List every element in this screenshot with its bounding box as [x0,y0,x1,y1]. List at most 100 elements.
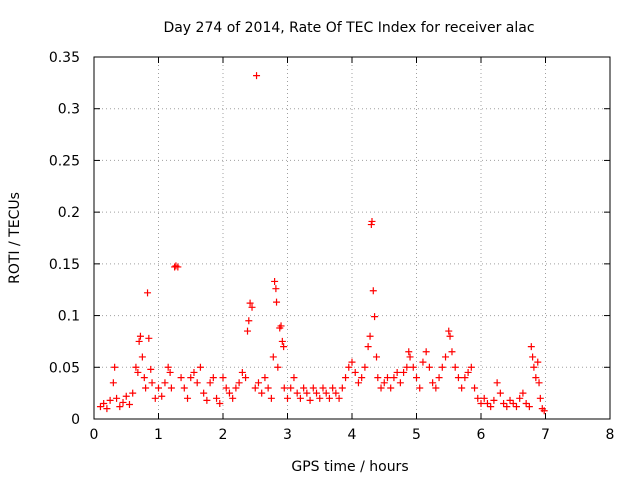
data-point [335,394,343,402]
data-point [368,217,376,225]
data-point [413,374,420,382]
data-point [313,389,321,397]
data-point [225,389,233,397]
data-point [342,374,350,382]
data-point [503,403,511,411]
data-point [300,384,308,392]
data-point [458,384,466,392]
data-point [306,396,314,404]
x-axis-label: GPS time / hours [291,459,408,475]
data-point [151,394,159,402]
data-point [373,353,381,361]
data-point [164,363,172,371]
data-point [232,384,240,392]
data-point [429,379,437,387]
y-tick-label: 0 [71,412,80,428]
data-point [487,403,495,411]
data-point [454,374,462,382]
data-point [129,389,137,397]
data-point [271,277,279,285]
data-point [530,363,538,371]
data-point [438,363,446,371]
data-point [142,384,150,392]
data-point [96,403,104,411]
data-point [367,221,375,229]
data-point [293,389,301,397]
data-point [148,379,156,387]
data-point [174,263,182,271]
y-tick-label: 0.35 [49,50,80,66]
axis-ticks [93,56,611,420]
data-point [329,384,337,392]
data-point [403,363,411,371]
data-point [158,392,166,400]
data-point [272,285,280,293]
data-point [196,363,204,371]
data-point [419,358,427,366]
data-point [193,379,201,387]
data-point [464,368,472,376]
data-point [406,353,414,361]
data-point [222,384,230,392]
data-point [483,399,491,407]
data-point [387,384,395,392]
data-point [519,389,527,397]
data-point [354,379,362,387]
data-point [132,363,140,371]
data-point [278,337,286,345]
x-tick-label: 1 [154,427,163,443]
data-point [103,405,111,413]
data-point [383,374,391,382]
data-point [277,322,285,330]
data-point [451,363,459,371]
data-point [206,379,214,387]
data-point [147,365,155,373]
data-point [269,353,277,361]
data-point [125,401,133,409]
x-tick-label: 0 [90,427,99,443]
data-point [216,399,224,407]
data-point [274,363,282,371]
data-point [522,399,530,407]
x-tick-label: 5 [412,427,421,443]
data-point [325,394,333,402]
data-point [369,287,377,295]
chart-title: Day 274 of 2014, Rate Of TEC Index for r… [163,20,534,36]
data-point [261,374,269,382]
y-tick-label: 0.25 [49,153,80,169]
data-point [111,363,119,371]
data-point [405,348,413,356]
data-point [280,343,288,351]
x-tick-label: 4 [348,427,357,443]
x-tick-label: 6 [477,427,486,443]
data-point [180,384,188,392]
data-point [138,353,146,361]
data-point [371,313,379,321]
data-point [145,334,153,342]
data-point [106,396,114,404]
data-point [435,374,443,382]
x-tick-label: 7 [541,427,550,443]
x-tick-labels: 0 1 2 3 4 5 6 7 8 [90,427,615,443]
data-point [416,384,424,392]
data-point [319,384,327,392]
data-point [380,379,388,387]
data-point [532,374,540,382]
data-point [135,337,143,345]
data-point [506,396,514,404]
data-point [516,394,524,402]
data-point [242,374,250,382]
data-point [190,368,198,376]
data-point [496,389,504,397]
data-point [366,332,374,340]
data-point [448,348,456,356]
data-point [200,389,208,397]
data-point [166,368,174,376]
data-point [273,298,281,306]
data-point [253,72,261,80]
data-point [251,384,259,392]
data-point [155,384,162,392]
x-tick-label: 8 [606,427,615,443]
data-point [351,368,359,376]
data-point [177,374,185,382]
